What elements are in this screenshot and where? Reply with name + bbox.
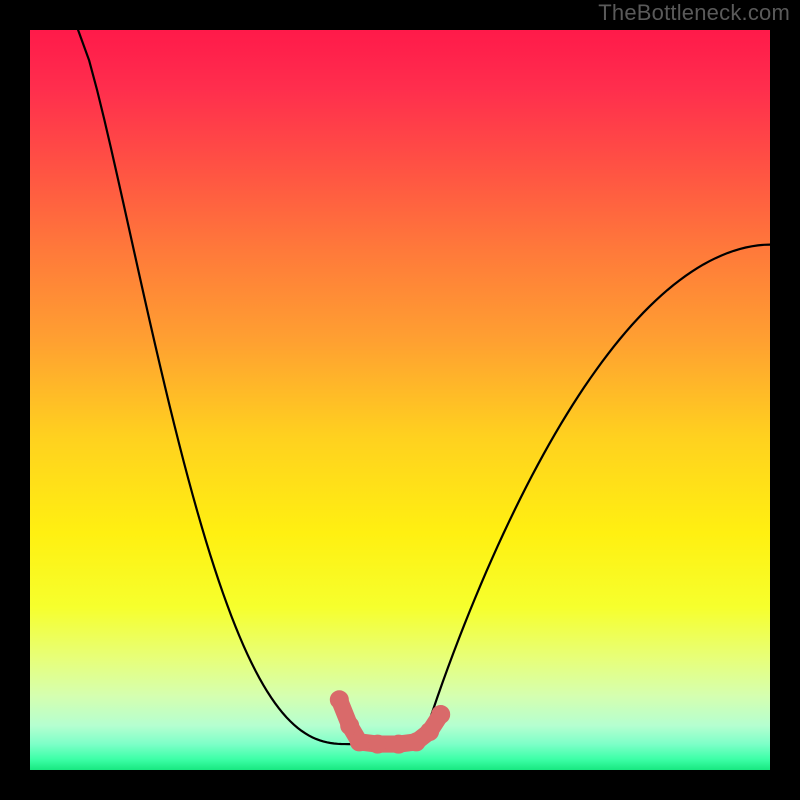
curve-marker bbox=[390, 735, 408, 753]
curve-marker bbox=[330, 691, 348, 709]
watermark-text: TheBottleneck.com bbox=[598, 0, 790, 26]
curve-marker bbox=[341, 717, 359, 735]
plot-background bbox=[30, 30, 770, 770]
curve-marker bbox=[369, 735, 387, 753]
curve-marker bbox=[432, 706, 450, 724]
curve-marker bbox=[350, 733, 368, 751]
curve-marker bbox=[421, 723, 439, 741]
